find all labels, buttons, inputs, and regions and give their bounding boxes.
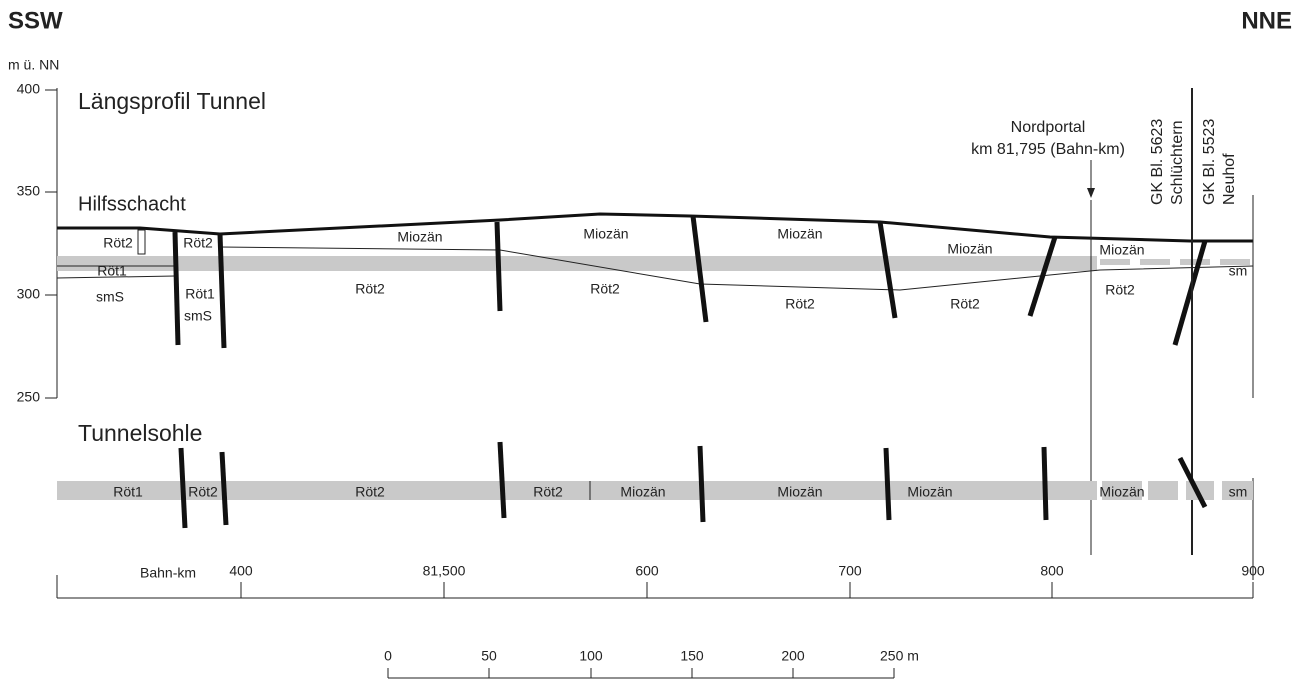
label: smS bbox=[184, 308, 212, 324]
line-art bbox=[178, 447, 188, 529]
line-art bbox=[1222, 481, 1253, 500]
label: GK Bl. 5623 bbox=[1149, 119, 1166, 205]
label: Röt1 bbox=[97, 263, 127, 279]
line-art bbox=[690, 215, 709, 323]
line-art bbox=[1177, 456, 1208, 509]
label: 250 bbox=[17, 389, 41, 405]
label: Miozän bbox=[947, 241, 992, 257]
label: Röt2 bbox=[1105, 282, 1135, 298]
label: Röt2 bbox=[103, 235, 133, 251]
label: 600 bbox=[635, 563, 659, 579]
label: 300 bbox=[17, 286, 41, 302]
label: Miozän bbox=[777, 484, 822, 500]
line-art bbox=[1041, 446, 1049, 521]
label: 800 bbox=[1040, 563, 1064, 579]
label: Röt1 bbox=[185, 286, 215, 302]
label: Miozän bbox=[620, 484, 665, 500]
labels: SSW NNE m ü. NN 400 350 300 250 Längspro… bbox=[8, 7, 1292, 663]
label: Röt2 bbox=[188, 484, 218, 500]
label: 400 bbox=[229, 563, 253, 579]
label: Röt2 bbox=[355, 484, 385, 500]
label: Röt2 bbox=[183, 235, 213, 251]
line-art bbox=[56, 275, 176, 279]
label: km 81,795 (Bahn-km) bbox=[971, 141, 1125, 158]
label: 200 bbox=[781, 648, 805, 664]
label: GK Bl. 5523 bbox=[1201, 119, 1218, 205]
line-art bbox=[1172, 240, 1208, 346]
line-art bbox=[172, 231, 181, 346]
label: Hilfsschacht bbox=[78, 193, 186, 215]
label: m ü. NN bbox=[8, 57, 59, 73]
line-art bbox=[494, 221, 503, 312]
line-art bbox=[1027, 236, 1058, 317]
label: Längsprofil Tunnel bbox=[78, 88, 266, 114]
label: sm bbox=[1229, 484, 1248, 500]
label: Miozän bbox=[1099, 484, 1144, 500]
label: Röt2 bbox=[785, 296, 815, 312]
label: sm bbox=[1229, 263, 1248, 279]
label: Röt2 bbox=[950, 296, 980, 312]
label: Röt1 bbox=[113, 484, 143, 500]
label: Miozän bbox=[583, 226, 628, 242]
label: Röt2 bbox=[355, 281, 385, 297]
layout bbox=[45, 88, 1254, 679]
label: Röt2 bbox=[590, 281, 620, 297]
label: 400 bbox=[17, 81, 41, 97]
line-art bbox=[57, 481, 1097, 500]
label: Bahn-km bbox=[140, 565, 196, 581]
line-art bbox=[219, 246, 1254, 291]
label: 81,500 bbox=[423, 563, 466, 579]
line-art bbox=[1102, 481, 1142, 500]
label: Miozän bbox=[397, 229, 442, 245]
line-art bbox=[57, 212, 1253, 243]
label: 250 m bbox=[880, 648, 919, 664]
line-art bbox=[217, 233, 227, 349]
line-art bbox=[883, 447, 892, 521]
line-art bbox=[137, 229, 146, 255]
label: 900 bbox=[1241, 563, 1265, 579]
line-art bbox=[1148, 481, 1178, 500]
line-art bbox=[497, 441, 507, 519]
label: Miozän bbox=[1099, 242, 1144, 258]
line-art bbox=[877, 221, 898, 319]
line-art bbox=[219, 451, 229, 526]
label: 350 bbox=[17, 183, 41, 199]
label: Nordportal bbox=[1011, 119, 1086, 136]
label: 700 bbox=[838, 563, 862, 579]
label: smS bbox=[96, 289, 124, 305]
line-art bbox=[1087, 188, 1095, 198]
label: 0 bbox=[384, 648, 392, 664]
label: Neuhof bbox=[1221, 153, 1238, 205]
label: 100 bbox=[579, 648, 603, 664]
label: Miozän bbox=[777, 226, 822, 242]
label: 50 bbox=[481, 648, 497, 664]
label: 150 bbox=[680, 648, 704, 664]
label: Tunnelsohle bbox=[78, 420, 202, 446]
label: SSW bbox=[8, 7, 63, 34]
line-art bbox=[697, 445, 706, 523]
label: Schlüchtern bbox=[1169, 121, 1186, 206]
label: Röt2 bbox=[533, 484, 563, 500]
label: NNE bbox=[1241, 7, 1292, 34]
label: Miozän bbox=[907, 484, 952, 500]
